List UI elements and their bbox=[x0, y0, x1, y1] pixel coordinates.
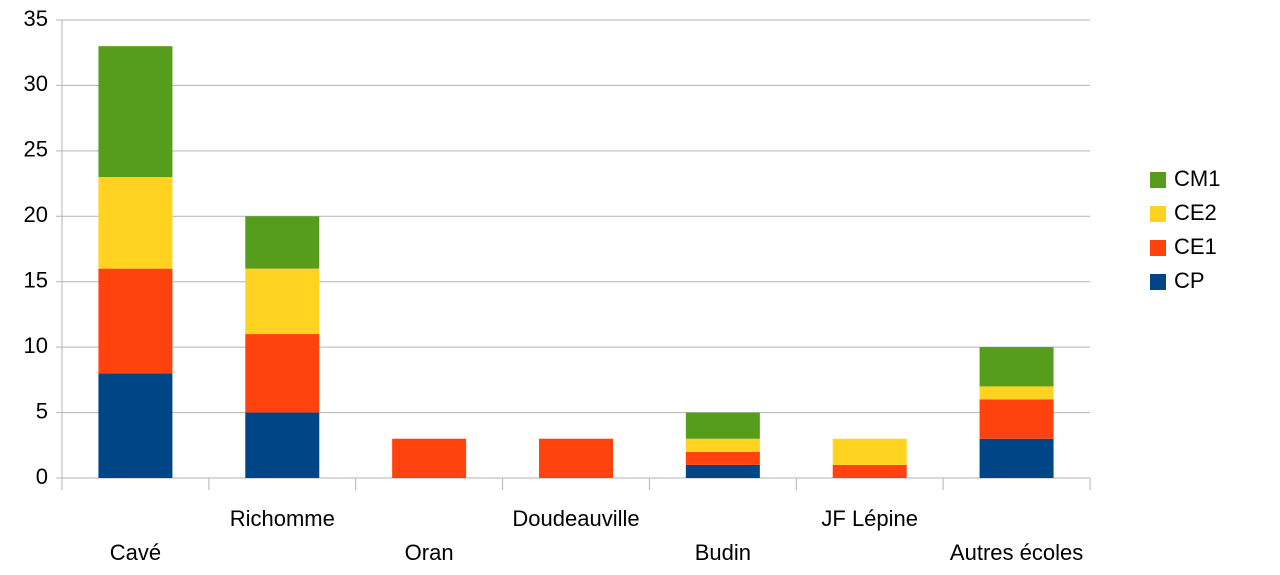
bar-segment bbox=[392, 438, 467, 478]
legend-label: CM1 bbox=[1174, 166, 1220, 191]
legend-swatch bbox=[1150, 240, 1166, 256]
bar-segment bbox=[98, 268, 173, 374]
bar-segment bbox=[832, 438, 907, 465]
y-tick-label: 15 bbox=[24, 268, 48, 293]
legend-swatch bbox=[1150, 274, 1166, 290]
bar-segment bbox=[245, 334, 320, 413]
bar-segment bbox=[685, 438, 760, 452]
y-tick-label: 0 bbox=[36, 464, 48, 489]
legend-label: CE1 bbox=[1174, 234, 1217, 259]
bar-segment bbox=[685, 412, 760, 439]
bar-segment bbox=[245, 412, 320, 478]
x-tick-label: Autres écoles bbox=[950, 540, 1083, 565]
bar-segment bbox=[98, 373, 173, 478]
y-tick-label: 30 bbox=[24, 71, 48, 96]
bar-segment bbox=[979, 347, 1054, 387]
bar-segment bbox=[685, 451, 760, 465]
x-tick-label: JF Lépine bbox=[821, 506, 918, 531]
y-tick-label: 20 bbox=[24, 202, 48, 227]
bar-segment bbox=[685, 464, 760, 478]
bar-segment bbox=[979, 399, 1054, 439]
bar-segment bbox=[539, 438, 613, 478]
x-tick-label: Budin bbox=[695, 540, 751, 565]
bar-segment bbox=[245, 268, 320, 335]
x-tick-label: Oran bbox=[405, 540, 454, 565]
bar-segment bbox=[245, 216, 320, 269]
bar-segment bbox=[979, 386, 1054, 400]
bar-segment bbox=[98, 46, 173, 178]
x-tick-label: Cavé bbox=[110, 540, 161, 565]
y-tick-label: 5 bbox=[36, 398, 48, 423]
bar-segment bbox=[98, 177, 173, 269]
legend-swatch bbox=[1150, 172, 1166, 188]
y-tick-label: 35 bbox=[24, 6, 48, 31]
legend-label: CE2 bbox=[1174, 200, 1217, 225]
bar-segment bbox=[832, 464, 907, 478]
bar-segment bbox=[979, 438, 1054, 478]
x-tick-label: Doudeauville bbox=[512, 506, 639, 531]
legend-label: CP bbox=[1174, 268, 1205, 293]
y-tick-label: 25 bbox=[24, 137, 48, 162]
y-tick-label: 10 bbox=[24, 333, 48, 358]
legend-swatch bbox=[1150, 206, 1166, 222]
x-tick-label: Richomme bbox=[230, 506, 335, 531]
